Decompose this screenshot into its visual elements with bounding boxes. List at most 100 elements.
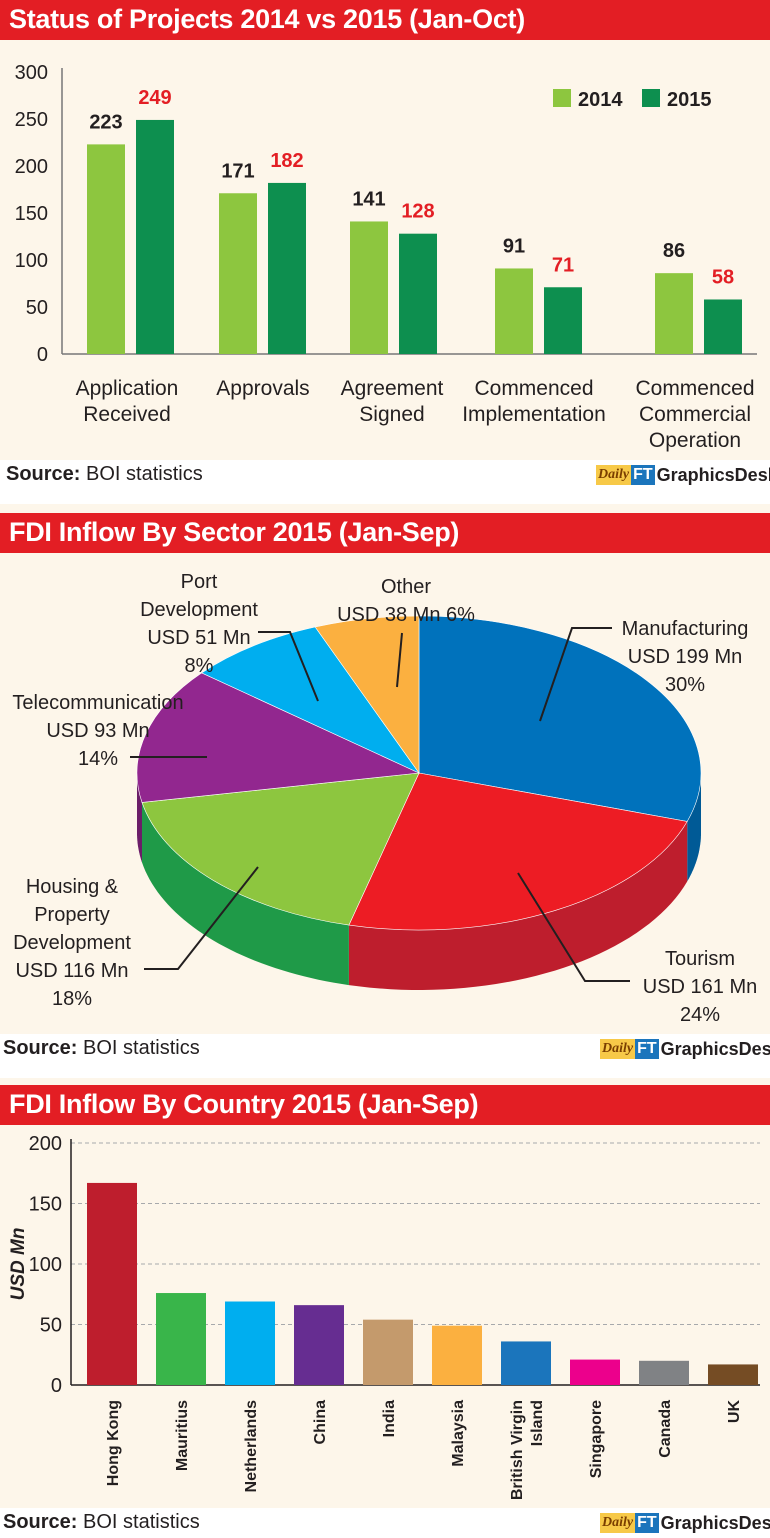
projects-source: Source: BOI statistics	[6, 463, 203, 486]
source-label: Source:	[3, 1037, 78, 1059]
projects-source-row: Source: BOI statistics Daily FT GraphicsDe…	[0, 460, 770, 490]
y-tick-label-100: 100	[29, 1254, 62, 1276]
pie-slice-tourism	[348, 772, 688, 931]
bar-2015-commenced-commercial	[704, 299, 742, 354]
sector-source-row: Source: BOI statistics Daily FT GraphicsDe…	[0, 1034, 770, 1064]
bar-uk	[708, 1364, 758, 1385]
bar-2015-agreement-signed	[399, 233, 437, 354]
graphics-desk-text: GraphicsDesk	[656, 464, 770, 485]
y-tick-label-250: 250	[15, 109, 48, 131]
pie-label-telecom-2: 14%	[78, 748, 118, 770]
sector-title-bar: FDI Inflow By Sector 2015 (Jan-Sep)	[0, 513, 770, 553]
category-label-agreement: Agreement	[341, 377, 444, 400]
legend-label-2015: 2015	[667, 89, 712, 111]
daily-logo-text: Daily	[596, 465, 632, 485]
category-label-commercial: Commercial	[639, 403, 751, 426]
bar-2014-approvals	[219, 193, 257, 354]
category-label-hong-kong: Hong Kong	[105, 1400, 122, 1486]
legend-swatch-2014	[553, 89, 571, 107]
sector-source: Source: BOI statistics	[3, 1037, 200, 1060]
category-label-operation: Operation	[649, 429, 741, 452]
category-label-commenced: Commenced	[635, 377, 754, 400]
bar-2014-commenced-implementation	[495, 268, 533, 354]
bar-2014-commenced-commercial	[655, 273, 693, 354]
panel-divider	[0, 490, 770, 504]
projects-title-bar: Status of Projects 2014 vs 2015 (Jan-Oct…	[0, 0, 770, 40]
country-chart-title: FDI Inflow By Country 2015 (Jan-Sep)	[9, 1089, 479, 1119]
data-label-2015-3: 71	[552, 254, 574, 276]
data-label-2015-1: 182	[270, 150, 303, 172]
data-label-2014-0: 223	[89, 111, 122, 133]
pie-slice-port-development	[201, 626, 420, 774]
category-label-commenced: Commenced	[474, 377, 593, 400]
projects-chart: 0 50 100 150 200 250 300 223 171 141 91 86 249 182 128…	[15, 62, 757, 452]
y-tick-label-300: 300	[15, 62, 48, 84]
y-tick-label-100: 100	[15, 250, 48, 272]
bar-mauritius	[156, 1293, 206, 1385]
leader-line-housing	[144, 866, 259, 970]
y-tick-label-50: 50	[26, 297, 48, 319]
source-text: BOI statistics	[83, 1037, 200, 1059]
graphics-desk-logo: Daily FT GraphicsDesk	[600, 1038, 770, 1060]
pie-slice-manufacturing	[418, 615, 702, 822]
leader-line-tourism	[517, 872, 630, 982]
ft-logo-text: FT	[635, 1039, 659, 1059]
category-label-china: China	[312, 1400, 329, 1445]
category-label-island: Island	[529, 1400, 546, 1446]
data-label-2015-4: 58	[712, 266, 734, 288]
pie-side-housing-property-development	[142, 802, 349, 986]
pie-label-housing-3: USD 116 Mn	[15, 960, 128, 982]
pie-label-manufacturing-1: USD 199 Mn	[628, 646, 743, 668]
bar-2015-commenced-implementation	[544, 287, 582, 354]
y-tick-label-0: 0	[51, 1375, 62, 1397]
y-tick-label-0: 0	[37, 344, 48, 366]
source-label: Source:	[3, 1511, 78, 1533]
pie-label-port-1: Development	[140, 599, 258, 621]
bar-2015-application-received	[136, 119, 174, 354]
data-label-2014-4: 86	[663, 240, 685, 262]
category-label-mauritius: Mauritius	[174, 1400, 191, 1471]
leader-line-other	[396, 632, 403, 688]
country-source-row: Source: BOI statistics Daily FT GraphicsDe…	[0, 1508, 770, 1538]
country-source: Source: BOI statistics	[3, 1511, 200, 1534]
bar-netherlands	[225, 1301, 275, 1385]
y-tick-label-200: 200	[15, 156, 48, 178]
bar-hong-kong	[87, 1182, 137, 1385]
pie-label-telecom-0: Telecommunication	[12, 692, 183, 714]
panel-divider	[0, 1064, 770, 1078]
category-label-singapore: Singapore	[588, 1400, 605, 1478]
bar-2014-application-received	[87, 144, 125, 354]
category-label-approvals: Approvals	[216, 377, 309, 400]
pie-label-manufacturing-0: Manufacturing	[622, 618, 749, 640]
country-chart: 0 50 100 150 200 USD Mn Hong Kong Mauritius Neth…	[8, 1133, 760, 1500]
sector-chart-title: FDI Inflow By Sector 2015 (Jan-Sep)	[9, 517, 460, 547]
bar-india	[363, 1319, 413, 1385]
projects-chart-title: Status of Projects 2014 vs 2015 (Jan-Oct…	[9, 4, 525, 34]
bar-singapore	[570, 1359, 620, 1385]
pie-label-tourism-2: 24%	[680, 1004, 720, 1026]
pie-slice-housing-property-development	[141, 772, 420, 926]
y-tick-label-150: 150	[29, 1194, 62, 1216]
bar-china	[294, 1305, 344, 1385]
ft-logo-text: FT	[631, 465, 655, 485]
category-label-malaysia: Malaysia	[450, 1400, 467, 1467]
daily-logo-text: Daily	[600, 1513, 636, 1533]
pie-slice-telecommunication	[136, 672, 421, 803]
y-axis-title: USD Mn	[8, 1228, 29, 1301]
leader-line-manufacturing	[539, 627, 612, 722]
pie-label-housing-1: Property	[34, 904, 110, 926]
source-text: BOI statistics	[83, 1511, 200, 1533]
legend-swatch-2015	[642, 89, 660, 107]
pie-side-tourism	[348, 821, 688, 990]
pie-label-other-0: Other	[381, 576, 431, 598]
legend-label-2014: 2014	[578, 89, 623, 111]
bar-2015-approvals	[268, 182, 306, 354]
pie-side-telecommunication	[137, 773, 142, 863]
pie-label-housing-4: 18%	[52, 988, 92, 1010]
category-label-india: India	[381, 1400, 398, 1437]
bar-british-virgin-island	[501, 1341, 551, 1385]
graphics-desk-logo: Daily FT GraphicsDesk	[596, 464, 770, 486]
country-title-bar: FDI Inflow By Country 2015 (Jan-Sep)	[0, 1085, 770, 1125]
pie-slice-other	[314, 615, 420, 774]
graphics-desk-text: GraphicsDesk	[660, 1512, 770, 1533]
